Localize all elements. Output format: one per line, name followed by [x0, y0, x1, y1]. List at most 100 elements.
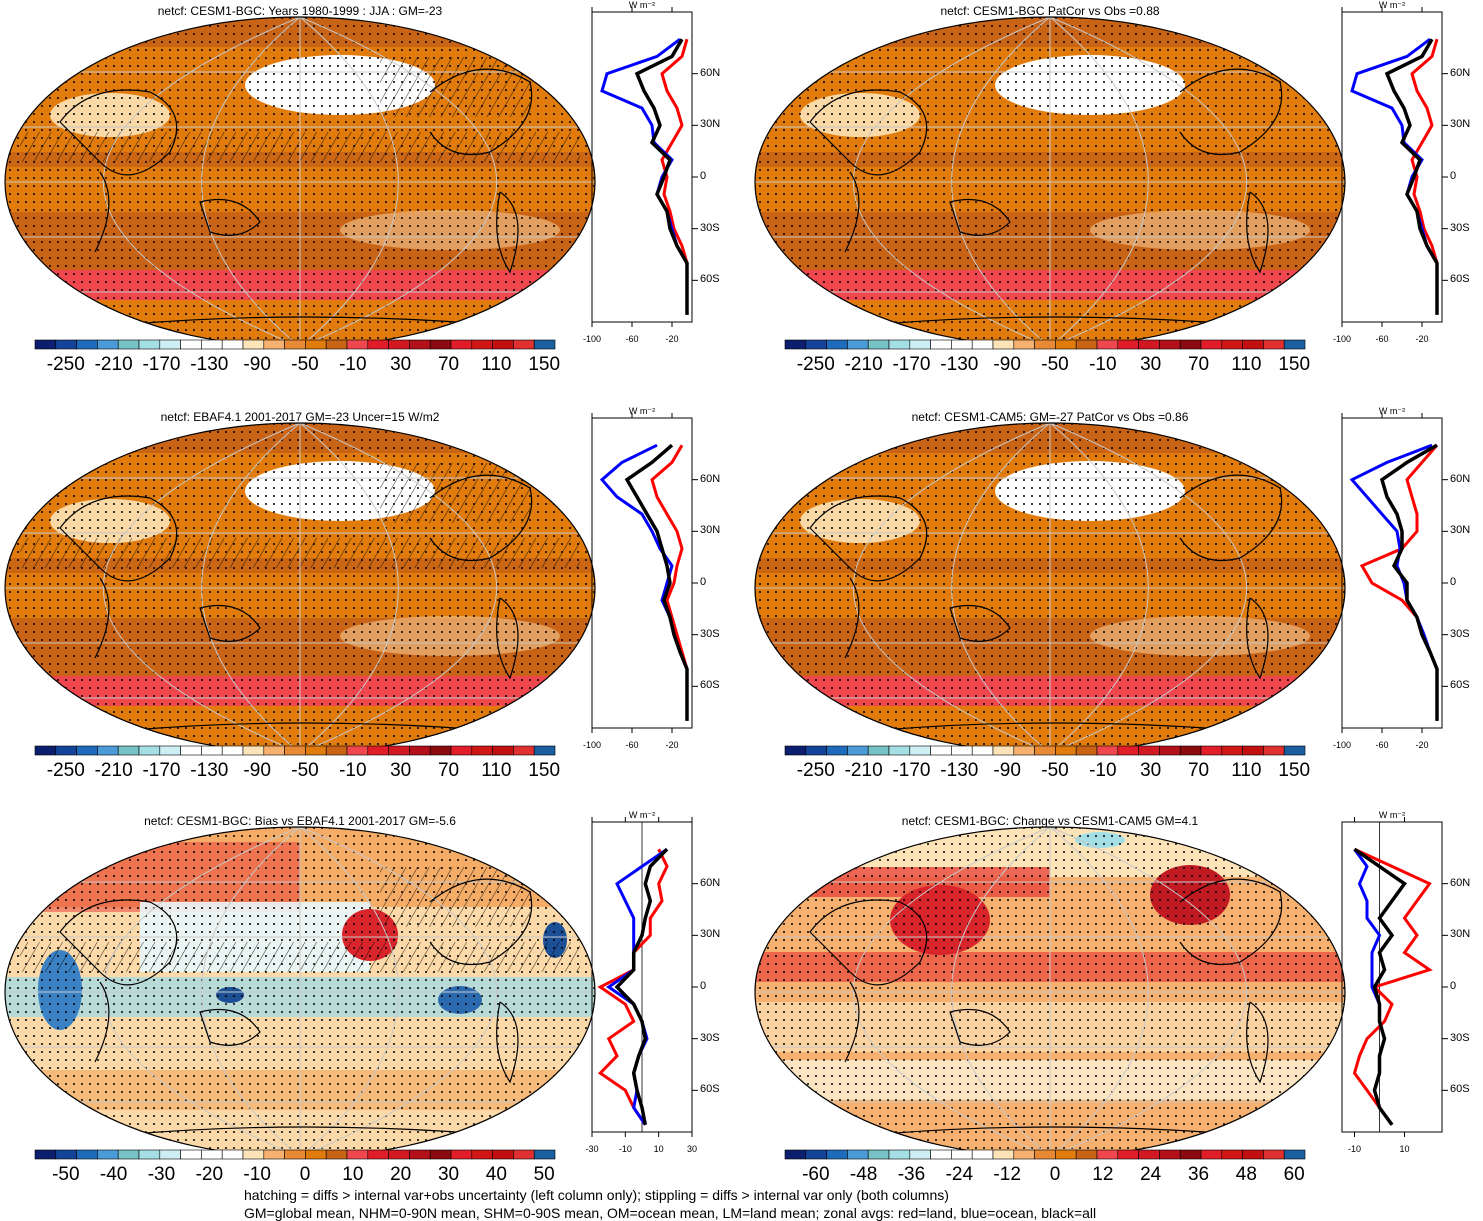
zonal-x-label: -60 [625, 334, 639, 344]
colorbar-swatch [492, 745, 514, 756]
colorbar-swatch [201, 745, 223, 756]
colorbar-tick-label: -50 [291, 354, 319, 375]
colorbar-tick-label: 24 [1140, 1164, 1162, 1185]
colorbar-swatch [847, 745, 869, 756]
colorbar-tick-label: -170 [142, 760, 181, 781]
zonal-lat-label: 0 [700, 576, 707, 588]
colorbar-tick-label: 110 [481, 354, 512, 375]
colorbar-swatch [325, 339, 348, 350]
colorbar-swatch [221, 1149, 244, 1160]
colorbar-tick-label: -250 [46, 760, 85, 781]
colorbar-tick-label: -170 [892, 354, 931, 375]
colorbar-tick-label: -90 [993, 354, 1021, 375]
colorbar-swatch [76, 1149, 98, 1160]
zonal-lat-label: 30S [1450, 1031, 1470, 1044]
colorbar-swatch [97, 1149, 119, 1160]
colorbar-swatch [429, 1149, 452, 1160]
zonal-all-line [1353, 847, 1407, 1126]
zonal-lat-label: 60N [700, 876, 721, 889]
colorbar-swatch [325, 1149, 348, 1160]
colorbar-swatch [346, 339, 369, 350]
colorbar-swatch [1034, 745, 1056, 756]
global-map [754, 16, 1346, 348]
colorbar-tick-label: 150 [1278, 760, 1311, 781]
colorbar-tick-label: -50 [1041, 354, 1069, 375]
colorbar-swatch [409, 339, 431, 350]
colorbar [34, 1149, 556, 1160]
colorbar-swatch [992, 1149, 1015, 1160]
colorbar-swatch [867, 745, 890, 756]
zonal-lat-label: 60N [1450, 876, 1471, 889]
colorbar-tick-label: -250 [796, 354, 835, 375]
colorbar-swatch [284, 339, 306, 350]
colorbar-swatch [1159, 745, 1181, 756]
colorbar-tick-label: 150 [528, 760, 561, 781]
colorbar-swatch [1075, 1149, 1098, 1160]
map-title: netcf: EBAF4.1 2001-2017 GM=-23 Uncer=15… [160, 410, 440, 424]
colorbar-tick-label: 0 [1049, 1164, 1061, 1185]
colorbar-swatch [117, 745, 140, 756]
zonal-lat-label: 60S [700, 273, 720, 286]
colorbar-swatch [1283, 339, 1306, 350]
zonal-lat-label: 60S [1450, 1083, 1470, 1096]
zonal-ocean-line [1349, 443, 1439, 721]
colorbar-swatch [1200, 745, 1223, 756]
colorbar-swatch [367, 1149, 389, 1160]
zonal-lat-label: 30N [1450, 524, 1471, 537]
colorbar-swatch [429, 339, 452, 350]
colorbar-swatch [1096, 339, 1119, 350]
colorbar-tick-label: -10 [339, 354, 367, 375]
colorbar-tick-label: -210 [94, 354, 133, 375]
colorbar-tick-label: -50 [291, 760, 319, 781]
colorbar-swatch [1179, 745, 1202, 756]
colorbar-swatch [263, 1149, 285, 1160]
colorbar-swatch [34, 339, 57, 350]
colorbar-swatch [1200, 1149, 1223, 1160]
zonal-lat-label: 30N [1450, 118, 1471, 131]
colorbar-swatch [159, 339, 181, 350]
colorbar-swatch [388, 745, 410, 756]
zonal-all-line [624, 443, 689, 721]
colorbar-swatch [1221, 1149, 1243, 1160]
colorbar-swatch [221, 745, 244, 756]
colorbar-swatch [450, 339, 473, 350]
colorbar-tick-label: 12 [1092, 1164, 1114, 1185]
colorbar-swatch [201, 1149, 223, 1160]
global-map [4, 422, 596, 754]
colorbar-swatch [388, 339, 410, 350]
colorbar [784, 1149, 1306, 1160]
zonal-x-label: -10 [618, 1144, 632, 1154]
colorbar-swatch [1263, 339, 1285, 350]
zonal-lat-label: 60S [1450, 679, 1470, 692]
colorbar-swatch [805, 1149, 827, 1160]
zonal-lat-label: 30N [1450, 928, 1471, 941]
colorbar-swatch [1283, 1149, 1306, 1160]
colorbar-swatch [1159, 339, 1181, 350]
zonal-x-label: -100 [582, 334, 602, 344]
colorbar-swatch [1138, 339, 1160, 350]
colorbar [784, 745, 1306, 756]
colorbar-swatch [513, 1149, 535, 1160]
colorbar-swatch [284, 1149, 306, 1160]
zonal-unit-label: W m⁻² [628, 406, 656, 416]
colorbar-swatch [1242, 1149, 1264, 1160]
colorbar-tick-label: -10 [339, 760, 367, 781]
zonal-x-label: -60 [625, 740, 639, 750]
zonal-lat-label: 30N [700, 118, 721, 131]
colorbar-swatch [1221, 745, 1243, 756]
colorbar-swatch [180, 1149, 202, 1160]
zonal-mean-plot [1341, 7, 1448, 327]
colorbar-swatch [1138, 745, 1160, 756]
colorbar-tick-label: -12 [993, 1164, 1021, 1185]
map-title: netcf: CESM1-CAM5: GM=-27 PatCor vs Obs … [911, 410, 1189, 424]
colorbar-swatch [784, 745, 807, 756]
colorbar-tick-label: -130 [190, 760, 229, 781]
zonal-lat-label: 60S [1450, 273, 1470, 286]
zonal-lat-label: 60N [700, 66, 721, 79]
colorbar-tick-label: 70 [437, 760, 460, 781]
colorbar-swatch [992, 745, 1015, 756]
colorbar-tick-label: -170 [142, 354, 181, 375]
colorbar-swatch [117, 1149, 140, 1160]
colorbar-swatch [97, 745, 119, 756]
colorbar-tick-label: -20 [195, 1164, 224, 1185]
